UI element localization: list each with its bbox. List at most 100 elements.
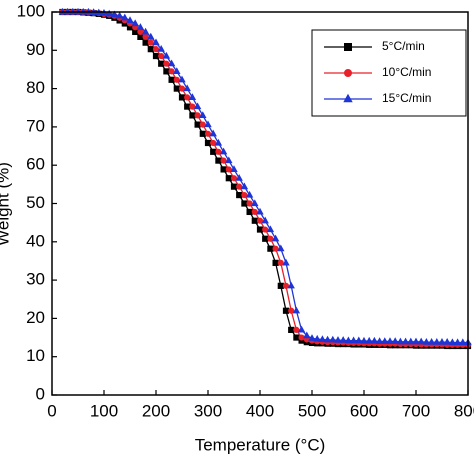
data-point	[163, 60, 170, 67]
data-point	[167, 59, 176, 67]
data-point	[225, 166, 232, 173]
data-point	[199, 121, 206, 128]
data-point	[256, 207, 264, 215]
x-axis-label: Temperature (°C)	[195, 435, 326, 454]
data-point	[220, 157, 227, 164]
data-point	[168, 68, 175, 75]
data-point	[173, 76, 180, 83]
data-point	[193, 102, 202, 110]
data-point	[215, 157, 222, 164]
data-point	[230, 175, 238, 182]
data-point	[204, 130, 212, 137]
legend-label: 15°C/min	[382, 91, 431, 105]
data-point	[230, 165, 238, 172]
y-tick-label: 10	[26, 346, 45, 365]
data-point	[288, 307, 295, 314]
data-point	[396, 337, 405, 345]
data-point	[189, 103, 196, 110]
data-point	[251, 199, 259, 207]
data-point	[422, 337, 431, 345]
data-point	[443, 337, 451, 345]
data-point	[267, 245, 274, 252]
data-point	[220, 166, 227, 173]
data-point	[349, 336, 358, 344]
y-tick-label: 60	[26, 155, 45, 174]
data-point	[110, 10, 119, 18]
data-point	[178, 94, 186, 101]
data-point	[199, 130, 206, 137]
data-point	[240, 182, 249, 190]
x-tick-label: 700	[402, 401, 430, 420]
data-point	[158, 60, 165, 67]
data-point	[184, 94, 191, 101]
data-point	[225, 175, 232, 182]
data-point	[355, 336, 363, 344]
data-point	[401, 337, 410, 345]
data-point	[131, 19, 139, 27]
data-point	[157, 44, 165, 52]
x-tick-label: 600	[350, 401, 378, 420]
data-point	[235, 174, 243, 181]
data-point	[272, 245, 279, 252]
data-point	[241, 191, 248, 199]
data-point	[219, 147, 228, 155]
data-point	[360, 336, 368, 344]
y-tick-label: 40	[26, 231, 45, 250]
data-point	[214, 138, 223, 146]
legend-label: 10°C/min	[382, 65, 431, 79]
y-tick-label: 0	[36, 384, 45, 403]
data-point	[147, 46, 154, 53]
data-point	[136, 23, 145, 30]
data-point	[194, 121, 201, 128]
data-point	[303, 331, 311, 339]
data-point	[292, 306, 301, 314]
data-point	[189, 112, 196, 119]
y-tick-label: 90	[26, 40, 45, 59]
data-point	[256, 217, 264, 224]
data-point	[267, 235, 274, 242]
data-point	[339, 336, 347, 343]
y-tick-label: 100	[17, 1, 45, 20]
data-point	[178, 85, 186, 92]
data-point	[246, 200, 253, 207]
x-tick-label: 800	[454, 401, 474, 420]
data-point	[262, 235, 269, 242]
legend-marker	[344, 69, 352, 77]
data-point	[293, 326, 300, 333]
data-point	[147, 32, 155, 40]
data-point	[137, 28, 144, 36]
x-tick-label: 200	[142, 401, 170, 420]
data-point	[407, 337, 415, 345]
data-point	[236, 191, 243, 199]
data-point	[323, 335, 332, 343]
data-point	[297, 325, 306, 333]
data-point	[251, 208, 258, 216]
data-point	[251, 217, 258, 224]
data-point	[204, 120, 212, 128]
legend: 5°C/min 10°C/min 15°C/min	[311, 29, 467, 117]
legend-marker	[344, 43, 352, 51]
data-point	[158, 52, 165, 60]
data-point	[308, 334, 316, 341]
data-point	[412, 337, 420, 345]
data-point	[210, 139, 217, 147]
data-point	[375, 337, 384, 344]
data-point	[453, 338, 462, 346]
data-point	[256, 226, 264, 233]
data-point	[204, 139, 212, 147]
data-point	[277, 244, 285, 252]
data-point	[141, 27, 150, 35]
data-point	[261, 216, 269, 224]
data-point	[215, 148, 222, 155]
data-point	[163, 68, 170, 75]
data-point	[142, 33, 149, 40]
data-point	[329, 335, 337, 343]
data-point	[245, 190, 254, 198]
data-point	[209, 129, 217, 137]
data-point	[178, 75, 186, 83]
data-point	[293, 334, 300, 341]
plot-frame	[51, 11, 469, 396]
data-point	[188, 93, 197, 100]
data-point	[282, 307, 290, 314]
